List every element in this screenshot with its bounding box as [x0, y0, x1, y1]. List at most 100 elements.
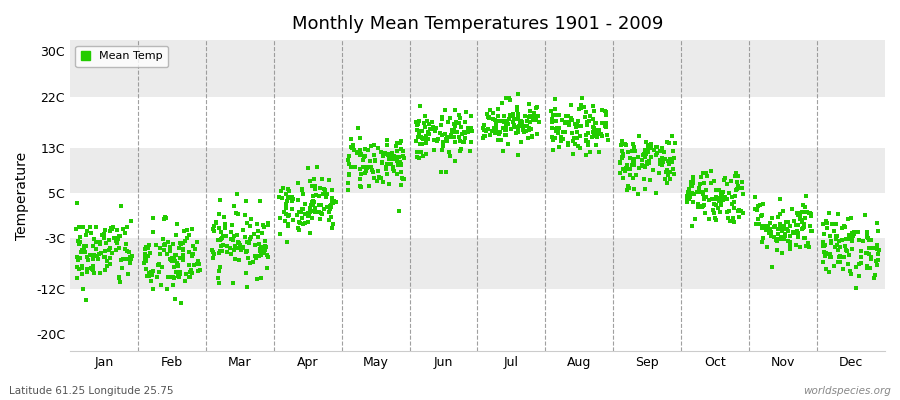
Point: [375, 160, 390, 166]
Point: [205, 247, 220, 253]
Point: [697, 170, 711, 176]
Point: [146, 229, 160, 235]
Point: [482, 114, 496, 120]
Point: [216, 233, 230, 240]
Point: [639, 159, 653, 166]
Point: [717, 194, 732, 200]
Point: [701, 216, 716, 222]
Point: [415, 136, 429, 142]
Point: [620, 187, 634, 194]
Point: [720, 196, 734, 203]
Point: [728, 193, 742, 199]
Point: [680, 199, 694, 206]
Point: [154, 282, 168, 288]
Point: [251, 228, 266, 234]
Point: [206, 249, 220, 256]
Point: [626, 175, 640, 181]
Point: [344, 144, 358, 151]
Point: [544, 119, 559, 126]
Point: [113, 279, 128, 286]
Point: [870, 220, 885, 226]
Point: [448, 122, 463, 129]
Point: [273, 214, 287, 221]
Point: [549, 128, 563, 134]
Point: [174, 240, 188, 247]
Point: [765, 215, 779, 221]
Point: [171, 262, 185, 268]
Point: [613, 170, 627, 176]
Point: [383, 151, 398, 157]
Point: [409, 119, 423, 125]
Point: [708, 194, 723, 200]
Point: [598, 109, 613, 116]
Point: [581, 141, 596, 148]
Point: [832, 258, 847, 265]
Point: [281, 213, 295, 220]
Point: [842, 236, 856, 242]
Point: [152, 251, 166, 258]
Point: [783, 238, 797, 245]
Point: [86, 266, 101, 273]
Point: [160, 251, 175, 258]
Point: [281, 185, 295, 192]
Point: [214, 228, 229, 235]
Point: [176, 240, 190, 246]
Point: [307, 199, 321, 205]
Point: [562, 122, 576, 128]
Point: [581, 130, 596, 136]
Point: [588, 130, 602, 136]
Point: [707, 178, 722, 184]
Point: [95, 232, 110, 238]
Point: [626, 144, 641, 150]
Point: [109, 238, 123, 244]
Point: [823, 251, 837, 257]
Point: [871, 250, 886, 257]
Point: [663, 155, 678, 162]
Point: [141, 270, 156, 276]
Point: [291, 197, 305, 204]
Point: [304, 202, 319, 209]
Point: [326, 221, 340, 227]
Point: [818, 253, 832, 259]
Point: [75, 271, 89, 277]
Point: [452, 112, 466, 118]
Point: [354, 151, 368, 157]
Point: [532, 119, 546, 125]
Bar: [70, 40, 885, 52]
Point: [155, 264, 169, 270]
Point: [724, 178, 738, 185]
Point: [787, 218, 801, 224]
Point: [412, 130, 427, 136]
Point: [525, 133, 539, 139]
Point: [598, 122, 613, 129]
Point: [590, 132, 605, 138]
Point: [326, 200, 340, 206]
Point: [248, 252, 262, 259]
Point: [303, 205, 318, 212]
Point: [662, 172, 676, 178]
Point: [497, 118, 511, 125]
Point: [256, 250, 270, 256]
Point: [274, 188, 288, 194]
Point: [482, 132, 497, 138]
Point: [146, 268, 160, 274]
Point: [616, 174, 631, 181]
Point: [303, 209, 318, 215]
Point: [282, 194, 296, 200]
Point: [572, 118, 586, 125]
Point: [302, 230, 317, 237]
Point: [314, 202, 328, 208]
Point: [78, 243, 93, 249]
Point: [684, 182, 698, 189]
Point: [732, 207, 746, 213]
Point: [325, 198, 339, 204]
Point: [98, 254, 112, 261]
Point: [816, 239, 831, 246]
Point: [623, 172, 637, 178]
Point: [615, 155, 629, 161]
Point: [575, 95, 590, 102]
Point: [94, 249, 109, 256]
Point: [686, 180, 700, 186]
Point: [280, 238, 294, 245]
Point: [116, 226, 130, 232]
